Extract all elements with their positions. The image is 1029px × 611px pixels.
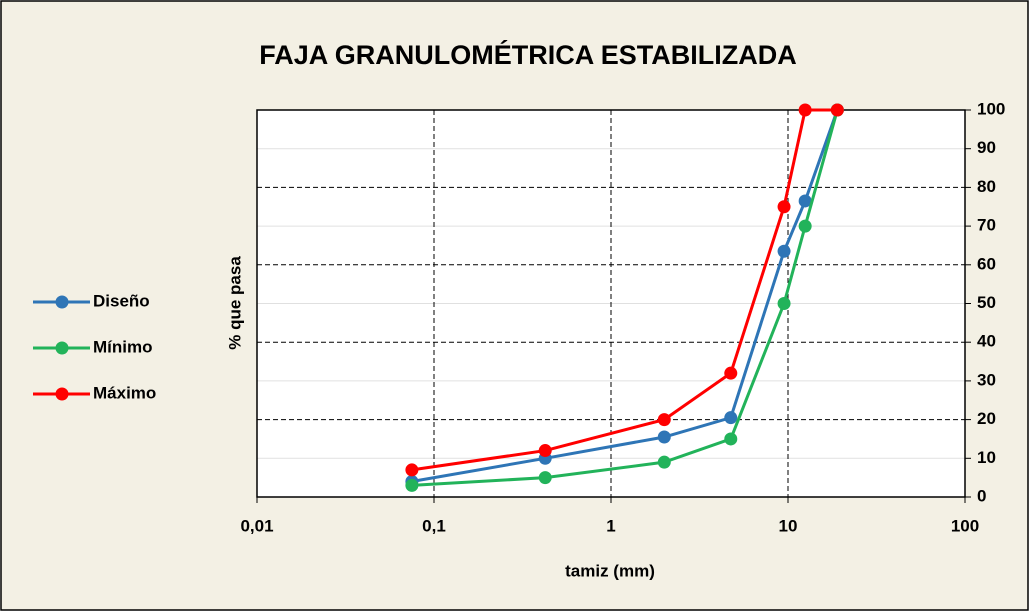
plot-border [256, 109, 966, 498]
data-point [657, 413, 671, 427]
y-tick-label: 80 [977, 177, 996, 196]
y-tick-label: 40 [977, 332, 996, 351]
y-tick-label: 50 [977, 293, 996, 312]
data-point [830, 103, 844, 117]
data-point [777, 297, 791, 310]
data-point [777, 244, 791, 258]
y-axis-label: % que pasa [225, 256, 244, 350]
data-point [405, 463, 419, 477]
data-point [724, 432, 738, 446]
legend-label: Mínimo [93, 337, 153, 356]
data-point [405, 478, 419, 492]
x-axis-label: tamiz (mm) [565, 561, 655, 580]
x-tick-label: 0,1 [422, 516, 446, 535]
data-point [798, 103, 812, 117]
data-point [538, 471, 552, 485]
x-tick-label: 0,01 [240, 516, 273, 535]
legend-label: Máximo [93, 383, 156, 402]
x-tick-label: 1 [606, 516, 615, 535]
data-point [538, 444, 552, 458]
y-tick-label: 70 [977, 216, 996, 235]
x-tick-label: 100 [951, 516, 979, 535]
data-point [724, 411, 738, 425]
y-tick-label: 60 [977, 254, 996, 273]
data-point [798, 194, 812, 208]
y-tick-label: 100 [977, 99, 1005, 118]
data-point [724, 366, 738, 380]
data-point [798, 219, 812, 233]
legend-marker [55, 295, 69, 309]
y-tick-label: 0 [977, 486, 986, 505]
data-point [777, 200, 791, 214]
y-tick-label: 90 [977, 138, 996, 157]
data-point [657, 455, 671, 469]
y-tick-label: 10 [977, 448, 996, 467]
legend-marker [55, 341, 69, 355]
y-tick-label: 30 [977, 370, 996, 389]
data-point [657, 430, 671, 444]
x-tick-label: 10 [779, 516, 798, 535]
legend-label: Diseño [93, 291, 150, 310]
legend-marker [55, 387, 69, 401]
chart-title: FAJA GRANULOMÉTRICA ESTABILIZADA [259, 39, 796, 70]
y-tick-label: 20 [977, 409, 996, 428]
